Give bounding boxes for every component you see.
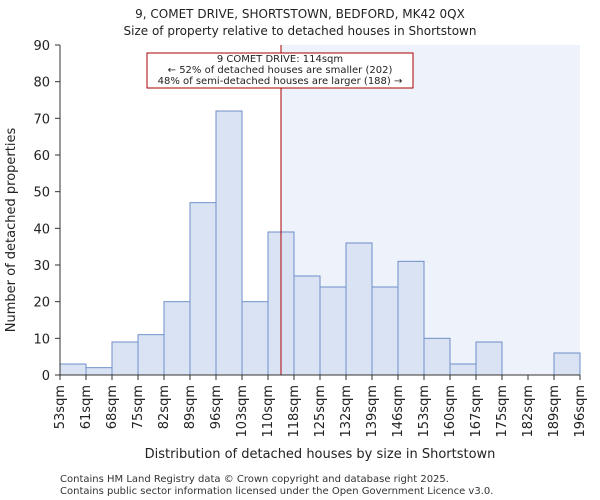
- bar-125sqm: [319, 286, 347, 376]
- x-tick-label: 89sqm: [183, 385, 198, 429]
- x-tick-label: 82sqm: [157, 385, 172, 429]
- y-axis-label: Number of detached properties: [4, 128, 19, 333]
- annotation-line-2: ← 52% of detached houses are smaller (20…: [168, 65, 393, 76]
- bar-53sqm: [59, 363, 87, 376]
- marker-annotation: 9 COMET DRIVE: 114sqm ← 52% of detached …: [146, 52, 414, 89]
- bar-89sqm: [189, 202, 217, 376]
- annotation-box: [146, 52, 414, 89]
- y-tick-label: 40: [33, 222, 50, 237]
- chart-title: 9, COMET DRIVE, SHORTSTOWN, BEDFORD, MK4…: [135, 7, 465, 21]
- x-axis-label: Distribution of detached houses by size …: [145, 447, 496, 462]
- y-tick-label: 70: [33, 112, 50, 127]
- y-tick-label: 80: [33, 76, 50, 91]
- x-tick-label: 146sqm: [391, 385, 406, 438]
- x-tick-label: 61sqm: [79, 385, 94, 429]
- x-tick-label: 75sqm: [131, 385, 146, 429]
- annotation-line-3: 48% of semi-detached houses are larger (…: [158, 76, 403, 87]
- bar-61sqm: [85, 367, 113, 376]
- x-tick-label: 53sqm: [53, 385, 68, 429]
- x-tick-label: 175sqm: [495, 385, 510, 438]
- plot-area: 0 10 20 30 40 50 60 70 80 90 53sqm 61sqm 68sqm 75sqm…: [33, 39, 588, 438]
- x-tick-label: 182sqm: [521, 385, 536, 438]
- x-tick-label: 110sqm: [261, 385, 276, 438]
- x-tick-label: 118sqm: [287, 385, 302, 438]
- footer-line-2: Contains public sector information licen…: [60, 486, 493, 497]
- bar-82sqm: [163, 301, 191, 376]
- x-tick-label: 153sqm: [417, 385, 432, 438]
- bar-118sqm: [293, 275, 321, 376]
- bar-139sqm: [371, 286, 399, 376]
- bar-153sqm: [423, 337, 451, 376]
- bar-75sqm: [137, 334, 165, 376]
- bar-68sqm: [111, 341, 139, 376]
- x-tick-label: 196sqm: [573, 385, 588, 438]
- chart-subtitle: Size of property relative to detached ho…: [124, 24, 477, 38]
- bar-103sqm: [241, 301, 269, 376]
- y-tick-label: 10: [33, 332, 50, 347]
- bar-146sqm: [397, 260, 425, 376]
- y-tick-label: 90: [33, 39, 50, 54]
- x-tick-label: 96sqm: [209, 385, 224, 429]
- bar-160sqm: [449, 363, 477, 376]
- y-tick-label: 30: [33, 259, 50, 274]
- x-tick-label: 132sqm: [339, 385, 354, 438]
- y-tick-label: 0: [42, 369, 50, 384]
- annotation-line-1: 9 COMET DRIVE: 114sqm: [217, 54, 343, 65]
- bar-96sqm: [215, 110, 243, 376]
- bar-189sqm: [553, 352, 581, 376]
- x-tick-label: 68sqm: [105, 385, 120, 429]
- x-tick-label: 167sqm: [469, 385, 484, 438]
- footer-line-1: Contains HM Land Registry data © Crown c…: [60, 474, 449, 485]
- y-tick-label: 50: [33, 186, 50, 201]
- y-tick-label: 60: [33, 149, 50, 164]
- y-tick-label: 20: [33, 296, 50, 311]
- x-tick-label: 139sqm: [365, 385, 380, 438]
- x-tick-label: 125sqm: [313, 385, 328, 438]
- x-tick-label: 160sqm: [443, 385, 458, 438]
- x-tick-label: 189sqm: [547, 385, 562, 438]
- x-tick-label: 103sqm: [235, 385, 250, 438]
- bar-132sqm: [345, 242, 373, 376]
- bar-167sqm: [475, 341, 503, 376]
